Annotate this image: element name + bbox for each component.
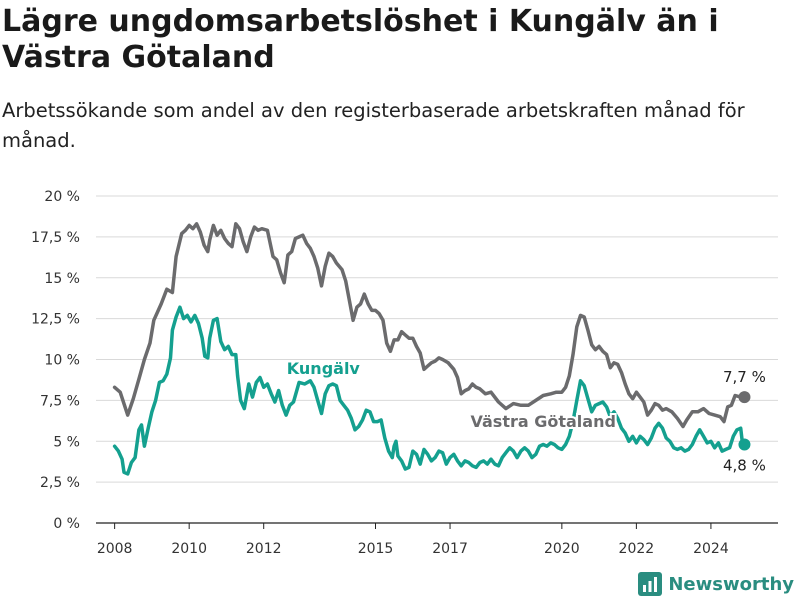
y-tick-label: 10 % xyxy=(44,353,80,369)
end-value-label-kungalv: 4,8 % xyxy=(723,457,766,475)
x-tick-label: 2012 xyxy=(246,541,282,557)
bar-chart-icon xyxy=(638,572,663,596)
y-tick-label: 15 % xyxy=(44,271,80,287)
y-tick-label: 5 % xyxy=(53,434,80,450)
x-axis-ticks: 2008 2010 2012 2015 2017 2020 2022 2024 xyxy=(97,523,729,557)
newsworthy-logo[interactable]: Newsworthy xyxy=(638,572,794,596)
x-tick-label: 2008 xyxy=(97,541,133,557)
x-tick-label: 2015 xyxy=(358,541,394,557)
x-tick-label: 2010 xyxy=(171,541,207,557)
x-tick-label: 2022 xyxy=(619,541,655,557)
y-tick-label: 17,5 % xyxy=(31,230,80,246)
end-marker-kungalv xyxy=(738,438,751,451)
series-labels: Västra Götaland Kungälv 7,7 % 4,8 % xyxy=(285,357,766,475)
series-line-vastra-gotaland xyxy=(112,222,747,429)
end-value-label-vastra-gotaland: 7,7 % xyxy=(723,368,766,386)
series-line-kungalv xyxy=(112,305,747,476)
y-tick-label: 7,5 % xyxy=(40,393,80,409)
chart-title: Lägre ungdomsarbetslöshet i Kungälv än i… xyxy=(2,4,719,75)
brand-name: Newsworthy xyxy=(668,573,794,595)
x-tick-label: 2020 xyxy=(544,541,580,557)
y-tick-label: 20 % xyxy=(44,189,80,205)
x-tick-label: 2017 xyxy=(432,541,468,557)
y-axis-ticks: 0 % 2,5 % 5 % 7,5 % 10 % 12,5 % 15 % 17,5 % 20 % xyxy=(31,189,80,532)
end-marker-vastra-gotaland xyxy=(738,391,751,404)
series-lines xyxy=(112,222,751,476)
series-label-vastra-gotaland: Västra Götaland xyxy=(470,412,615,431)
chart-subtitle: Arbetssökande som andel av den registerb… xyxy=(2,99,745,152)
series-label-kungalv: Kungälv xyxy=(287,359,361,378)
y-tick-label: 0 % xyxy=(53,516,80,532)
x-tick-label: 2024 xyxy=(693,541,729,557)
y-tick-label: 2,5 % xyxy=(40,475,80,491)
y-tick-label: 12,5 % xyxy=(31,312,80,328)
